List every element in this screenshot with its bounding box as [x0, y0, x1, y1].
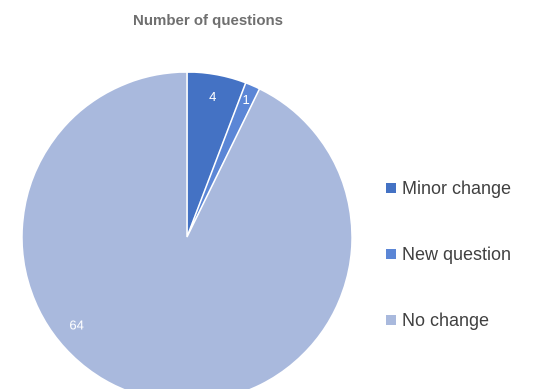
- legend-item-new-question: New question: [386, 243, 511, 265]
- data-label-no-change: 64: [69, 318, 83, 333]
- legend-swatch-minor-change: [386, 183, 396, 193]
- legend-label-no-change: No change: [402, 309, 490, 330]
- data-label-minor-change: 4: [209, 89, 216, 104]
- legend-swatch-no-change: [386, 315, 396, 325]
- legend-swatch-new-question: [386, 249, 396, 259]
- chart-title: Number of questions: [132, 12, 283, 29]
- pie-slice-no-change: [21, 71, 353, 389]
- legend-label-new-question: New question: [402, 243, 512, 264]
- data-label-new-question: 1: [243, 92, 250, 107]
- legend-item-no-change: No change: [386, 309, 511, 331]
- legend-item-minor-change: Minor change: [386, 177, 511, 199]
- legend: Minor change New question No change: [386, 177, 511, 331]
- legend-label-minor-change: Minor change: [402, 177, 512, 198]
